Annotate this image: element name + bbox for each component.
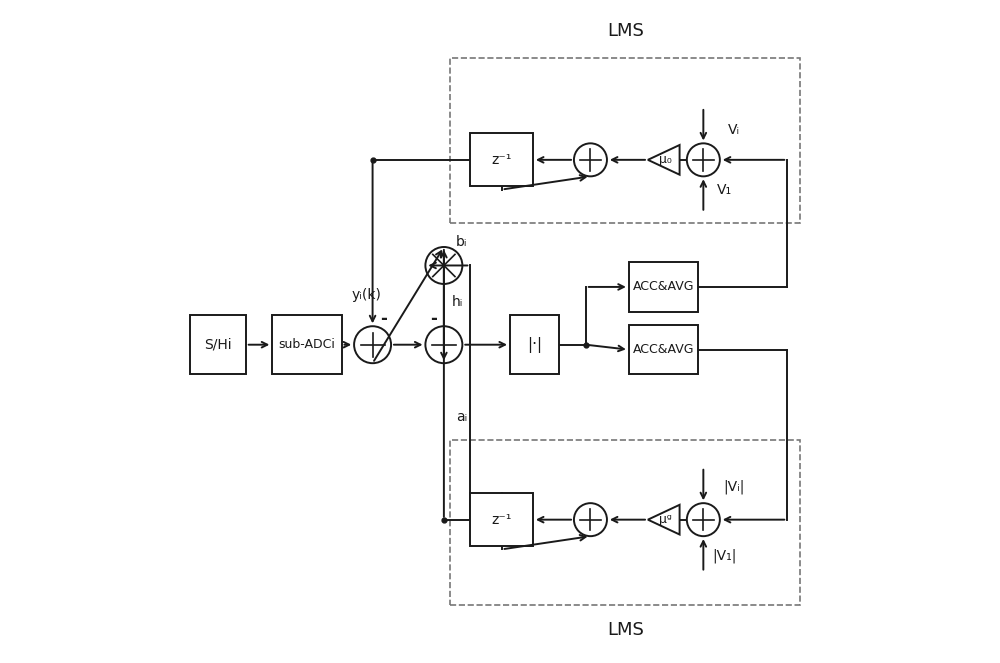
FancyBboxPatch shape <box>470 133 533 186</box>
FancyBboxPatch shape <box>272 315 342 375</box>
Circle shape <box>574 503 607 536</box>
Text: μᵍ: μᵍ <box>659 513 672 526</box>
FancyBboxPatch shape <box>190 315 246 375</box>
Text: V₁: V₁ <box>717 182 732 196</box>
FancyBboxPatch shape <box>510 315 559 375</box>
Text: hᵢ: hᵢ <box>452 295 463 309</box>
Text: |Vᵢ|: |Vᵢ| <box>724 479 745 494</box>
Text: yᵢ(k): yᵢ(k) <box>352 288 382 302</box>
Text: -: - <box>431 310 437 328</box>
Text: z⁻¹: z⁻¹ <box>491 512 512 526</box>
Circle shape <box>687 143 720 176</box>
Text: |V₁|: |V₁| <box>712 549 737 564</box>
Circle shape <box>425 247 462 284</box>
Polygon shape <box>648 505 680 534</box>
Text: z⁻¹: z⁻¹ <box>491 153 512 167</box>
Text: μ₀: μ₀ <box>659 153 672 166</box>
FancyBboxPatch shape <box>629 262 698 312</box>
Text: -: - <box>380 310 387 328</box>
Circle shape <box>687 503 720 536</box>
Text: Vᵢ: Vᵢ <box>728 123 740 137</box>
Text: ACC&AVG: ACC&AVG <box>633 343 694 356</box>
Text: bᵢ: bᵢ <box>456 235 467 249</box>
Polygon shape <box>648 145 680 174</box>
Circle shape <box>425 326 462 363</box>
Text: LMS: LMS <box>607 621 644 639</box>
Text: S/Hi: S/Hi <box>204 337 232 351</box>
Circle shape <box>354 326 391 363</box>
Text: LMS: LMS <box>607 22 644 40</box>
FancyBboxPatch shape <box>470 493 533 546</box>
Text: ACC&AVG: ACC&AVG <box>633 280 694 294</box>
Text: |·|: |·| <box>527 337 542 353</box>
Circle shape <box>574 143 607 176</box>
Text: aᵢ: aᵢ <box>456 410 467 424</box>
Text: sub-ADCi: sub-ADCi <box>278 338 335 351</box>
FancyBboxPatch shape <box>629 325 698 375</box>
